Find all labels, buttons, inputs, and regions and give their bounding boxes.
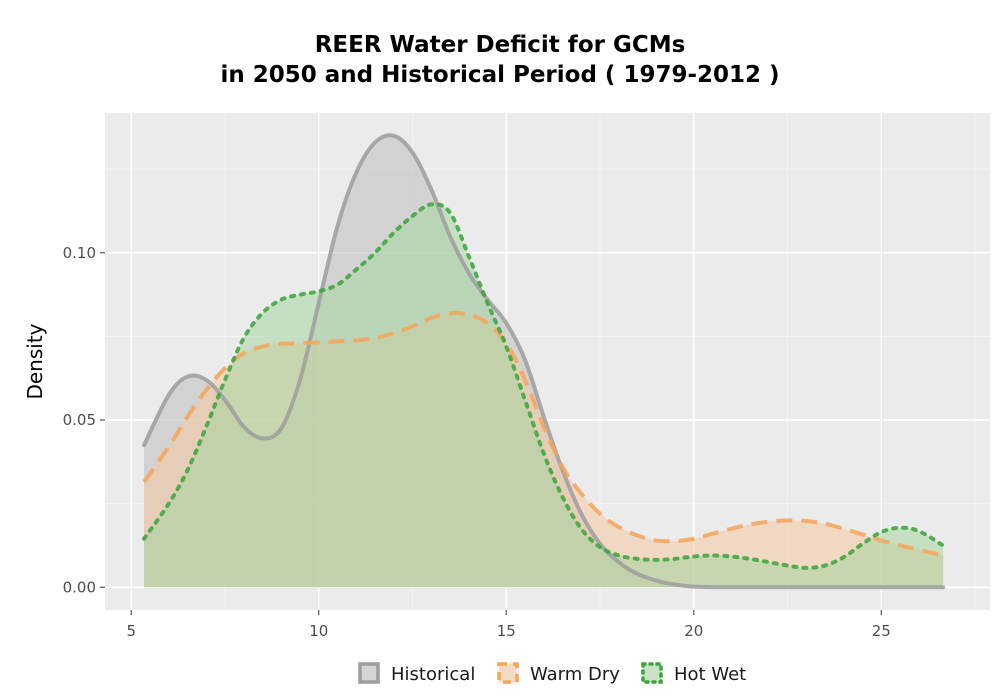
legend-item-warm-dry: Warm Dry: [497, 662, 620, 685]
x-tick-label: 20: [684, 622, 703, 640]
y-axis: 0.00 0.05 0.10: [63, 244, 105, 596]
line-warm-dry: [142, 310, 944, 558]
y-axis-title: Density: [23, 323, 47, 399]
x-tick-label: 25: [872, 622, 891, 640]
x-tick-label: 10: [309, 622, 328, 640]
legend-label-hot-wet: Hot Wet: [674, 664, 746, 685]
y-tick-label: 0.05: [63, 411, 96, 429]
legend-item-historical: Historical: [358, 662, 475, 685]
x-tick-label: 5: [126, 622, 136, 640]
legend-key-hot-wet: [641, 662, 663, 684]
legend-key-historical: [358, 662, 380, 684]
legend-item-hot-wet: Hot Wet: [641, 662, 746, 685]
area-hot-wet: [144, 204, 944, 588]
legend: Historical Warm Dry Hot Wet: [358, 662, 746, 685]
line-hot-wet: [142, 202, 946, 570]
legend-label-historical: Historical: [391, 664, 475, 685]
y-tick-label: 0.10: [63, 244, 96, 262]
legend-label-warm-dry: Warm Dry: [530, 664, 620, 685]
legend-key-warm-dry: [497, 662, 519, 684]
x-axis: 5 10 15 20 25: [126, 610, 891, 640]
chart-title-line-1: REER Water Deficit for GCMs: [314, 32, 686, 58]
chart-title-line-2: in 2050 and Historical Period ( 1979-201…: [220, 62, 780, 88]
density-lines: [142, 133, 946, 590]
chart-title: REER Water Deficit for GCMs in 2050 and …: [0, 30, 1000, 90]
x-tick-label: 15: [497, 622, 516, 640]
y-tick-label: 0.00: [63, 578, 96, 596]
